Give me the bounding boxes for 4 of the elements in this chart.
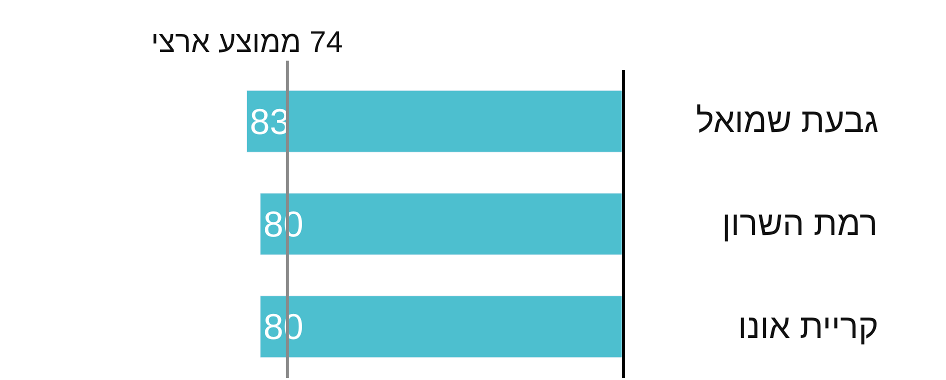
y-tick-label: קריית אונו (738, 308, 878, 346)
ref-line-label: 74 ממוצע ארצי (151, 26, 343, 59)
y-tick-label: רמת השרון (722, 205, 878, 243)
y-tick-label: גבעת שמואל (696, 102, 878, 140)
